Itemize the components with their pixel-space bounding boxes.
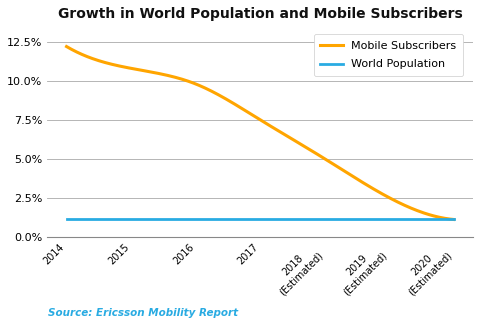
Mobile Subscribers (293, 139, 299, 143)
Mobile Subscribers (65, 45, 71, 49)
Mobile Subscribers (300, 144, 306, 148)
World Population (64, 218, 70, 221)
World Population (192, 218, 198, 221)
Mobile Subscribers (451, 218, 456, 221)
Mobile Subscribers (390, 198, 396, 202)
Title: Growth in World Population and Mobile Subscribers: Growth in World Population and Mobile Su… (58, 7, 463, 21)
Legend: Mobile Subscribers, World Population: Mobile Subscribers, World Population (313, 34, 463, 76)
Mobile Subscribers (415, 209, 420, 212)
World Population (257, 218, 263, 221)
Mobile Subscribers (294, 140, 300, 144)
World Population (451, 218, 456, 221)
World Population (322, 218, 327, 221)
Mobile Subscribers (64, 44, 70, 48)
Text: Source: Ericsson Mobility Report: Source: Ericsson Mobility Report (48, 308, 238, 318)
World Population (128, 218, 134, 221)
Line: Mobile Subscribers: Mobile Subscribers (67, 46, 454, 220)
World Population (386, 218, 392, 221)
